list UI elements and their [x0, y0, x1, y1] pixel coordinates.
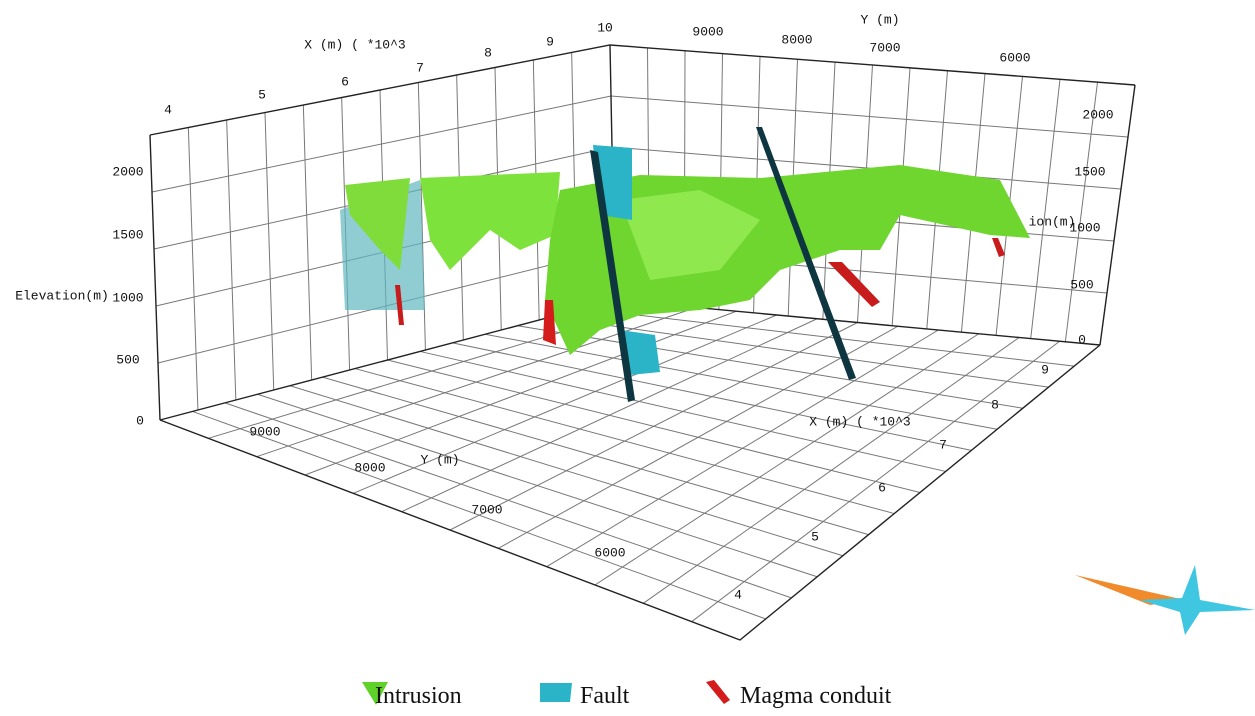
axis-y-bottom: 9000 8000 7000 6000 Y (m) — [249, 424, 625, 560]
grid-line — [611, 96, 1128, 137]
grid-line — [518, 326, 1023, 409]
tick-label: 1500 — [1074, 164, 1105, 179]
axis-label: Y (m) — [420, 452, 459, 467]
tick-label: 5 — [811, 529, 819, 544]
axis-x-top: 4 5 6 7 8 9 10 X (m) ( *10^3 — [164, 20, 613, 117]
axis-x-right: 4 5 6 7 8 9 X (m) ( *10^3 — [734, 362, 1049, 602]
tick-label: 1000 — [112, 290, 143, 305]
grid-line — [258, 394, 818, 577]
grid-line — [303, 105, 311, 380]
grid-line — [420, 351, 946, 471]
tick-label: 6000 — [999, 50, 1030, 65]
tick-label: 9 — [546, 34, 554, 49]
grid-line — [1031, 79, 1060, 338]
legend-label: Magma conduit — [740, 683, 892, 709]
tick-label: 9000 — [692, 24, 723, 39]
compass — [1075, 565, 1255, 635]
legend-label: Fault — [580, 683, 630, 709]
axis-y-top: 9000 8000 7000 6000 Y (m) — [692, 12, 1030, 65]
grid-line — [453, 343, 972, 451]
grid-line — [227, 120, 236, 400]
grid-line — [188, 128, 198, 411]
tick-label: 6 — [341, 74, 349, 89]
axis-label: Y (m) — [860, 12, 899, 27]
tick-label: 8000 — [781, 32, 812, 47]
tick-label: 500 — [1070, 277, 1093, 292]
tick-label: 0 — [136, 413, 144, 428]
tick-label: 0 — [1078, 332, 1086, 347]
tick-label: 9 — [1041, 362, 1049, 377]
tick-label: 9000 — [249, 424, 280, 439]
tick-label: 8 — [991, 397, 999, 412]
tick-label: 8000 — [354, 460, 385, 475]
axis-elevation-left: 2000 1500 1000 500 0 Elevation(m) — [15, 164, 144, 428]
tick-label: 8 — [484, 45, 492, 60]
tick-label: 7 — [416, 60, 424, 75]
axis-label: Elevation(m) — [15, 288, 109, 303]
tick-label: 7000 — [869, 40, 900, 55]
grid-line — [323, 377, 869, 535]
tick-label: 7 — [939, 437, 947, 452]
axis-label: X (m) ( *10^3 — [809, 414, 910, 429]
tick-label: 500 — [116, 352, 139, 367]
axis-label: ion(m) — [1029, 214, 1076, 229]
tick-label: 2000 — [112, 164, 143, 179]
tick-label: 6 — [878, 480, 886, 495]
tick-label: 4 — [164, 102, 172, 117]
tick-label: 4 — [734, 587, 742, 602]
tick-label: 1500 — [112, 227, 143, 242]
grid-line — [265, 113, 274, 391]
legend-label: Intrusion — [375, 683, 462, 709]
axis-label: X (m) ( *10^3 — [304, 37, 405, 52]
tick-label: 6000 — [594, 545, 625, 560]
legend: Intrusion Fault Magma conduit — [362, 680, 892, 709]
tick-label: 7000 — [471, 502, 502, 517]
model-view: Intrusion Fault Magma conduit 4 5 6 7 8 9 10 X (m… — [0, 0, 1255, 716]
tick-label: 2000 — [1082, 107, 1113, 122]
tick-label: 10 — [597, 20, 613, 35]
tick-label: 5 — [258, 87, 266, 102]
